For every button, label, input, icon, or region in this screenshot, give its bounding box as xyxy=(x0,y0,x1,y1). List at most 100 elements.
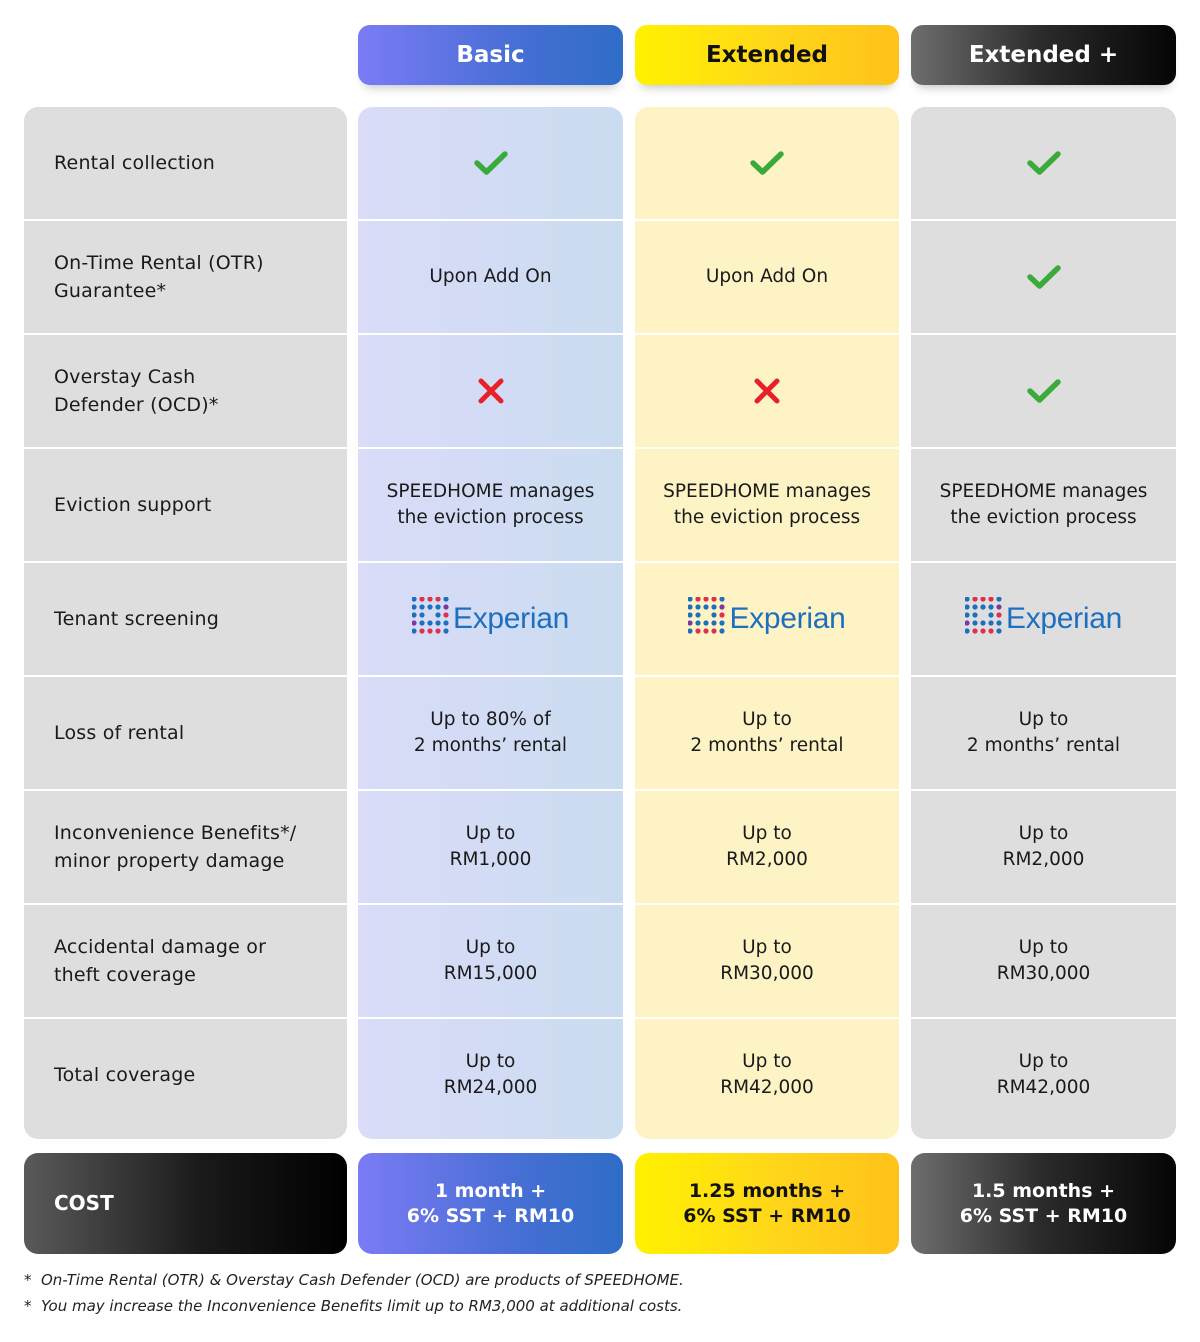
feature-value-extended-plus xyxy=(911,221,1176,333)
cross-icon xyxy=(477,377,505,405)
row-divider xyxy=(635,1017,899,1019)
feature-value-basic: SPEEDHOME manages the eviction process xyxy=(358,449,623,561)
feature-label: Overstay Cash Defender (OCD)* xyxy=(54,366,219,416)
experian-logo: Experian xyxy=(687,595,846,642)
row-divider xyxy=(358,219,623,221)
row-divider xyxy=(24,219,347,221)
row-divider xyxy=(911,219,1176,221)
footnote: * On-Time Rental (OTR) & Overstay Cash De… xyxy=(24,1271,684,1289)
experian-logo-icon xyxy=(964,595,1002,642)
check-icon xyxy=(1026,264,1061,290)
cost-extended: 1.25 months + 6% SST + RM10 xyxy=(635,1153,899,1254)
feature-label: Rental collection xyxy=(54,152,216,174)
plan-header-extended-plus: Extended + xyxy=(911,25,1176,85)
feature-value-basic xyxy=(358,335,623,447)
feature-label: On-Time Rental (OTR) Guarantee* xyxy=(54,252,264,302)
feature-value-extended: SPEEDHOME manages the eviction process xyxy=(635,449,899,561)
feature-value-basic: Up to 80% of 2 months’ rental xyxy=(358,677,623,789)
feature-value-extended: Upon Add On xyxy=(635,221,899,333)
experian-logo: Experian xyxy=(964,595,1122,642)
check-icon xyxy=(750,150,784,176)
feature-value-text: Up to 2 months’ rental xyxy=(966,709,1121,756)
row-divider xyxy=(911,333,1176,335)
row-divider xyxy=(24,675,347,677)
row-divider xyxy=(635,447,899,449)
feature-value-text: Upon Add On xyxy=(429,266,552,287)
row-divider xyxy=(24,561,347,563)
row-divider xyxy=(635,903,899,905)
footnote-text: You may increase the Inconvenience Benef… xyxy=(41,1297,683,1315)
feature-value-text: Up to RM24,000 xyxy=(443,1051,538,1098)
feature-value-basic: Upon Add On xyxy=(358,221,623,333)
basic-plan-column: Upon Add On SPEEDHOME manages the evictio… xyxy=(358,107,623,1139)
feature-label: Total coverage xyxy=(54,1064,196,1086)
row-divider xyxy=(635,789,899,791)
footnote-text: On-Time Rental (OTR) & Overstay Cash Def… xyxy=(41,1271,684,1289)
row-divider xyxy=(24,1017,347,1019)
feature-value-extended: Up to RM2,000 xyxy=(635,791,899,903)
feature-value-text: Up to RM1,000 xyxy=(449,823,532,870)
feature-label: Inconvenience Benefits*/ minor property … xyxy=(54,822,297,872)
row-divider xyxy=(358,333,623,335)
feature-value-extended-plus xyxy=(911,107,1176,219)
experian-logo: Experian xyxy=(411,595,569,642)
feature-value-extended: Up to RM42,000 xyxy=(635,1019,899,1131)
feature-value-basic: Up to RM15,000 xyxy=(358,905,623,1017)
feature-value-text: SPEEDHOME manages the eviction process xyxy=(386,481,595,528)
row-divider xyxy=(24,903,347,905)
row-divider xyxy=(358,903,623,905)
cost-extended-plus: 1.5 months + 6% SST + RM10 xyxy=(911,1153,1176,1254)
feature-value-text: SPEEDHOME manages the eviction process xyxy=(663,481,871,528)
footnote-marker: * xyxy=(24,1271,32,1289)
extended-plan-column: Upon Add On SPEEDHOME manages the evictio… xyxy=(635,107,899,1139)
feature-value-extended-plus: Experian xyxy=(911,563,1176,675)
feature-value-extended-plus: Up to 2 months’ rental xyxy=(911,677,1176,789)
row-divider xyxy=(911,789,1176,791)
feature-label: Eviction support xyxy=(54,494,212,516)
row-divider xyxy=(911,447,1176,449)
feature-value-text: Up to RM15,000 xyxy=(443,937,538,984)
feature-value-text: Up to RM2,000 xyxy=(1002,823,1085,870)
row-divider xyxy=(911,903,1176,905)
feature-value-extended-plus: SPEEDHOME manages the eviction process xyxy=(911,449,1176,561)
feature-value-text: Up to RM30,000 xyxy=(720,937,814,984)
feature-value-extended-plus xyxy=(911,335,1176,447)
feature-value-extended: Up to 2 months’ rental xyxy=(635,677,899,789)
feature-label: Tenant screening xyxy=(54,608,220,630)
row-divider xyxy=(911,675,1176,677)
feature-value-extended xyxy=(635,107,899,219)
row-divider xyxy=(635,561,899,563)
row-divider xyxy=(24,333,347,335)
row-divider xyxy=(358,789,623,791)
feature-value-text: Up to RM42,000 xyxy=(996,1051,1091,1098)
check-icon xyxy=(473,150,508,176)
feature-label: Loss of rental xyxy=(54,722,185,744)
row-divider xyxy=(911,1017,1176,1019)
feature-value-text: Up to RM42,000 xyxy=(720,1051,814,1098)
row-divider xyxy=(358,1017,623,1019)
extended-plus-plan-column: SPEEDHOME manages the eviction process Ex… xyxy=(911,107,1176,1139)
feature-value-text: SPEEDHOME manages the eviction process xyxy=(939,481,1148,528)
row-divider xyxy=(24,447,347,449)
feature-value-basic: Experian xyxy=(358,563,623,675)
feature-value-extended: Experian xyxy=(635,563,899,675)
feature-value-extended-plus: Up to RM30,000 xyxy=(911,905,1176,1017)
feature-value-text: Up to RM30,000 xyxy=(996,937,1091,984)
row-divider xyxy=(911,561,1176,563)
feature-value-basic: Up to RM1,000 xyxy=(358,791,623,903)
feature-label: Accidental damage or theft coverage xyxy=(54,936,267,986)
feature-value-extended: Up to RM30,000 xyxy=(635,905,899,1017)
footnote: * You may increase the Inconvenience Bene… xyxy=(24,1297,682,1315)
footnote-marker: * xyxy=(24,1297,32,1315)
feature-value-basic xyxy=(358,107,623,219)
row-divider xyxy=(24,789,347,791)
plan-header-extended: Extended xyxy=(635,25,899,85)
feature-value-text: Up to 80% of 2 months’ rental xyxy=(413,709,568,756)
plan-header-basic: Basic xyxy=(358,25,623,85)
check-icon xyxy=(1026,378,1061,404)
experian-logo-icon xyxy=(411,595,449,642)
cost-label: COST xyxy=(24,1153,347,1254)
row-divider xyxy=(635,675,899,677)
experian-logo-text: Experian xyxy=(729,602,846,635)
feature-value-extended-plus: Up to RM2,000 xyxy=(911,791,1176,903)
